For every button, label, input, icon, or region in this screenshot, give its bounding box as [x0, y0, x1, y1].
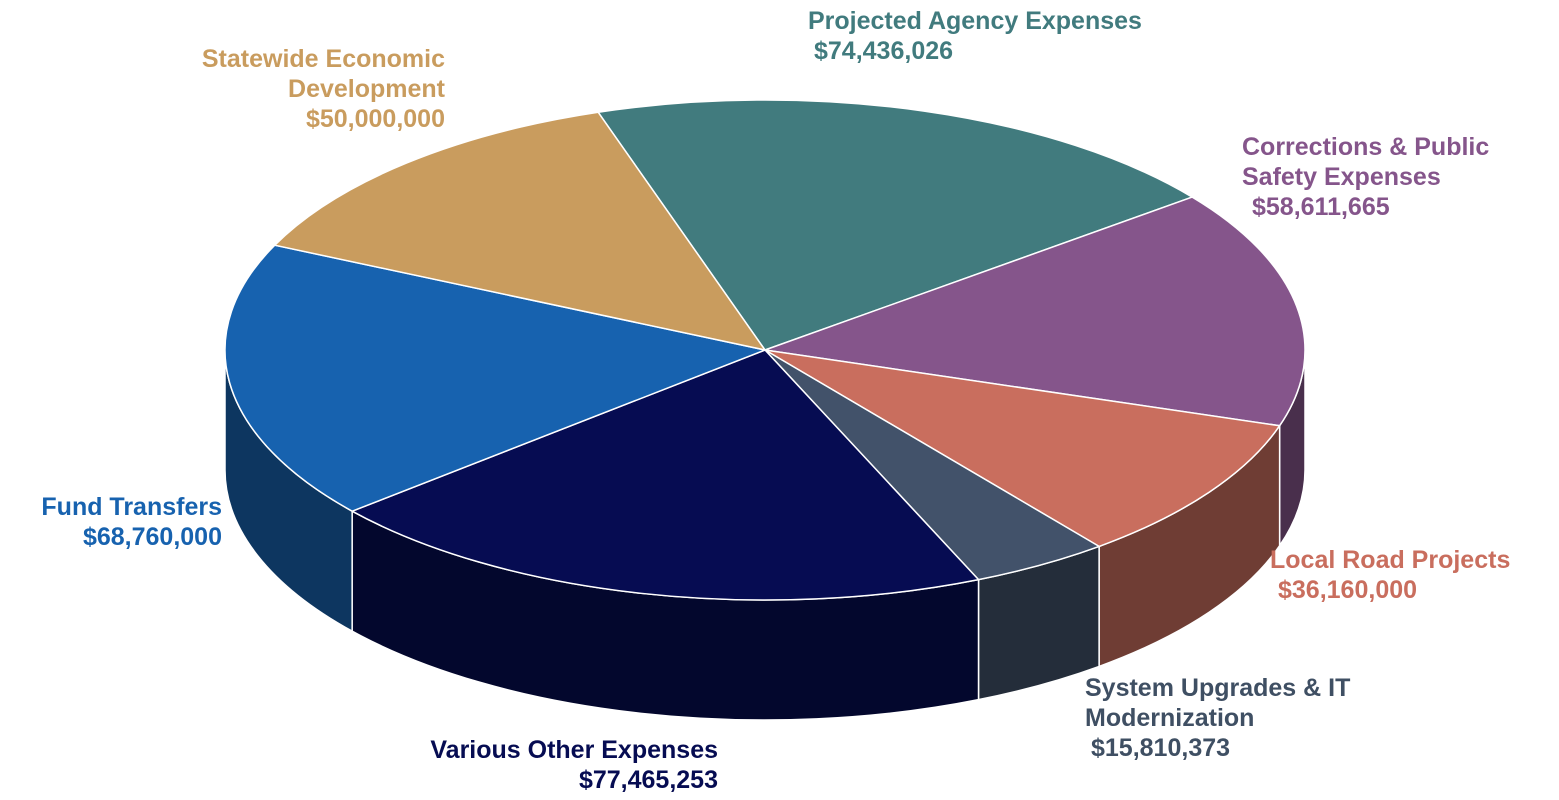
- value-label: $68,760,000: [82, 523, 222, 551]
- slice-label: Various Other Expenses $77,465,253: [318, 735, 718, 795]
- value-label: $36,160,000: [1278, 576, 1418, 604]
- slice-label: Projected Agency Expenses $74,436,026: [808, 6, 1228, 66]
- slice-label: Corrections & Public Safety Expenses $58,…: [1242, 132, 1542, 222]
- slice: [764, 196, 1306, 427]
- slice-label: Local Road Projects $36,160,000: [1270, 545, 1559, 605]
- slice: [596, 99, 1194, 351]
- category-name: Projected Agency Expenses: [808, 7, 1142, 35]
- slice-label: System Upgrades & IT Modernization $15,81…: [1085, 673, 1385, 763]
- category-name: Local Road Projects: [1270, 546, 1511, 574]
- value-label: $15,810,373: [1091, 734, 1231, 762]
- slice: [273, 111, 767, 352]
- value-label: $58,611,665: [1252, 193, 1390, 221]
- value-label: $77,465,253: [578, 766, 718, 794]
- category-name: Fund Transfers: [41, 493, 222, 521]
- slice: [764, 349, 1281, 548]
- category-name: Various Other Expenses: [430, 736, 718, 764]
- slice: [224, 244, 768, 512]
- category-name: Statewide Economic Development: [201, 45, 445, 103]
- slice-label: Statewide Economic Development $50,000,00…: [145, 44, 445, 134]
- value-label: $74,436,026: [814, 37, 954, 65]
- slice-label: Fund Transfers $68,760,000: [0, 492, 222, 552]
- category-name: System Upgrades & IT Modernization: [1085, 674, 1351, 732]
- category-name: Corrections & Public Safety Expenses: [1242, 133, 1490, 191]
- slice: [350, 349, 980, 601]
- value-label: $50,000,000: [305, 105, 445, 133]
